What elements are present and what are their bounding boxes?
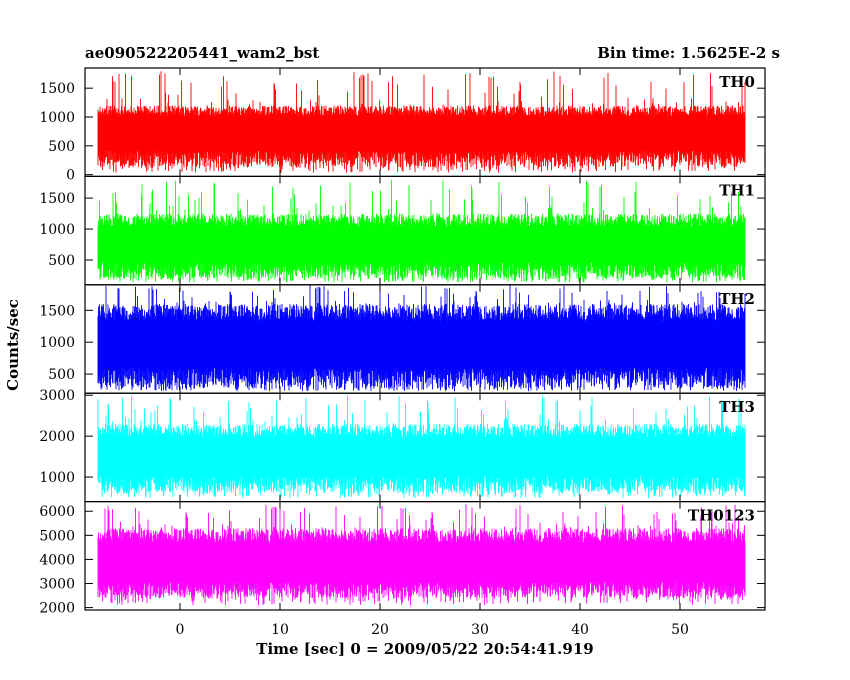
panel-th0123: 2000 3000 4000 5000 6000 TH0123	[39, 501, 766, 617]
x-tick-label: 20	[371, 622, 389, 638]
x-tick-label: 0	[176, 622, 185, 638]
series-th2	[97, 285, 746, 392]
panels-group: 0 500 1000 1500 TH0 500 1000 1500 TH1 500 1000 1500…	[39, 67, 766, 617]
y-tick-label: 3000	[39, 577, 75, 593]
y-tick-label: 5000	[39, 528, 75, 544]
y-tick-label: 1000	[39, 110, 75, 126]
y-tick-label: 2000	[39, 429, 75, 445]
panel-frame	[84, 501, 766, 611]
series-th0	[97, 71, 746, 173]
series-label-th0123: TH0123	[688, 507, 755, 525]
series-th0123	[97, 504, 746, 606]
y-tick-label: 6000	[39, 504, 75, 520]
x-tick-label: 10	[271, 622, 289, 638]
series-label-th2: TH2	[719, 290, 755, 308]
y-tick-label: 1500	[39, 191, 75, 207]
chart-title: ae090522205441_wam2_bst	[85, 44, 319, 62]
panel-th2: 500 1000 1500 TH2	[39, 284, 766, 394]
bin-time-label: Bin time: 1.5625E-2 s	[597, 44, 780, 62]
y-tick-label: 1000	[39, 222, 75, 238]
y-tick-label: 500	[48, 367, 75, 383]
y-tick-label: 500	[48, 139, 75, 155]
y-tick-label: 1000	[39, 470, 75, 486]
x-tick-label: 40	[571, 622, 589, 638]
y-tick-label: 500	[48, 253, 75, 269]
x-tick-label: 50	[671, 622, 689, 638]
x-axis-label: Time [sec] 0 = 2009/05/22 20:54:41.919	[256, 640, 593, 658]
series-th3	[97, 395, 746, 498]
series-label-th1: TH1	[719, 181, 755, 199]
series-label-th0: TH0	[719, 73, 755, 91]
y-tick-label: 4000	[39, 552, 75, 568]
panel-th0: 0 500 1000 1500 TH0	[39, 67, 766, 184]
y-tick-label: 1000	[39, 335, 75, 351]
series-th1	[97, 179, 746, 283]
x-tick-label: 30	[471, 622, 489, 638]
y-axis-label: Counts/sec	[4, 299, 22, 391]
y-tick-label: 3000	[39, 388, 75, 404]
y-tick-label: 1500	[39, 81, 75, 97]
y-tick-label: 0	[66, 168, 75, 184]
y-tick-label: 2000	[39, 601, 75, 617]
y-tick-label: 1500	[39, 303, 75, 319]
panel-th3: 1000 2000 3000 TH3	[39, 388, 766, 503]
x-axis: 0 10 20 30 40 50	[176, 622, 689, 638]
series-label-th3: TH3	[719, 398, 755, 416]
panel-th1: 500 1000 1500 TH1	[39, 175, 766, 286]
